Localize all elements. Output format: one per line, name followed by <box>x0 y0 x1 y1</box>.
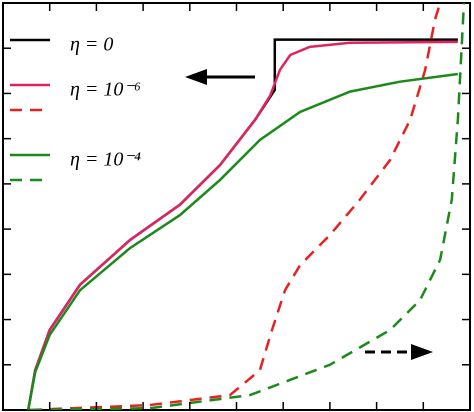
plot-area <box>26 3 466 410</box>
legend-entry: η = 10⁻⁶ <box>10 79 141 112</box>
curve <box>26 40 458 410</box>
dashed-curve <box>30 3 442 410</box>
left-arrow <box>185 69 255 85</box>
right-arrow <box>365 344 433 360</box>
curve <box>26 72 459 410</box>
legend-label: η = 10⁻⁶ <box>70 79 141 101</box>
legend-entry: η = 10⁻⁴ <box>10 149 141 182</box>
legend-label: η = 10⁻⁴ <box>70 149 141 171</box>
legend-label: η = 0 <box>70 34 113 56</box>
dashed-curve <box>30 3 466 410</box>
legend-entry: η = 0 <box>10 34 113 56</box>
